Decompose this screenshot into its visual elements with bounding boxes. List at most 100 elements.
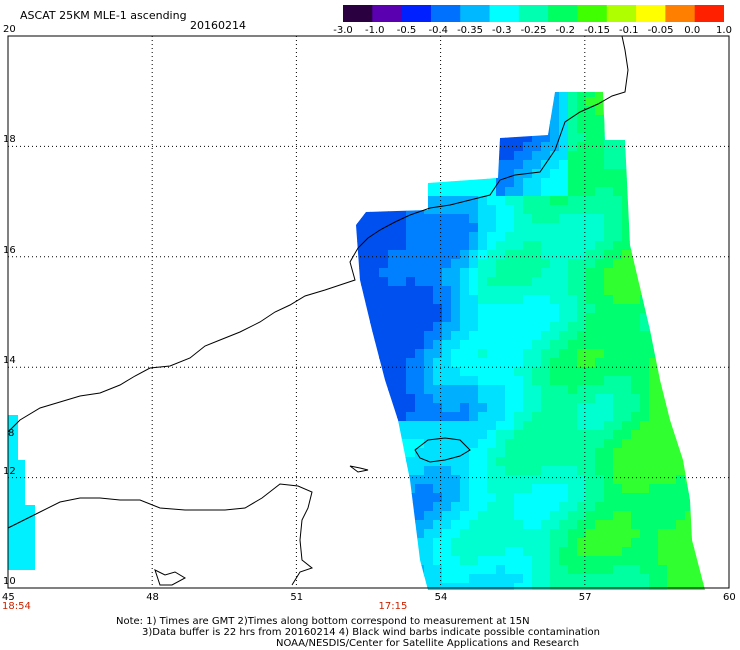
swath-cell: [550, 439, 560, 449]
swath-cell: [586, 259, 596, 269]
swath-cell: [667, 556, 677, 566]
swath-cell: [424, 124, 434, 134]
swath-cell: [604, 304, 614, 314]
swath-cell: [568, 394, 578, 404]
swath-cell: [667, 286, 677, 296]
swath-cell: [703, 583, 705, 590]
swath-cell: [622, 142, 632, 152]
swath-cell: [568, 511, 578, 521]
swath-cell: [451, 277, 461, 287]
swath-cell: [451, 115, 461, 125]
swath-cell: [514, 394, 524, 404]
swath-cell: [676, 92, 686, 98]
swath-cell: [388, 448, 398, 458]
swath-cell: [667, 340, 677, 350]
swath-cell: [361, 421, 371, 431]
swath-cell: [505, 475, 515, 485]
swath-cell: [478, 106, 488, 116]
swath-cell: [397, 277, 407, 287]
swath-cell: [595, 196, 605, 206]
swath-cell: [703, 259, 705, 269]
swath-cell: [496, 313, 506, 323]
swath-cell: [622, 412, 632, 422]
swath-cell: [595, 169, 605, 179]
swath-cell: [397, 430, 407, 440]
swath-cell: [703, 187, 705, 197]
swath-cell: [667, 394, 677, 404]
swath-cell: [460, 493, 470, 503]
swath-cell: [415, 295, 425, 305]
swath-cell: [622, 439, 632, 449]
swath-cell: [496, 583, 506, 590]
swath-cell: [478, 322, 488, 332]
swath-cell: [577, 160, 587, 170]
swath-cell: [433, 133, 443, 143]
swath-cell: [514, 385, 524, 395]
swath-cell: [442, 322, 452, 332]
swath-cell: [559, 169, 569, 179]
swath-cell: [361, 430, 371, 440]
swath-cell: [532, 376, 542, 386]
swath-cell: [685, 92, 695, 98]
swath-cell: [577, 241, 587, 251]
swath-cell: [586, 367, 596, 377]
overpass-time-label: 18:54: [2, 601, 31, 612]
swath-cell: [622, 133, 632, 143]
swath-cell: [559, 484, 569, 494]
swath-cell: [541, 142, 551, 152]
swath-cell: [559, 92, 569, 98]
swath-cell: [523, 160, 533, 170]
swath-cell: [541, 232, 551, 242]
swath-cell: [379, 277, 389, 287]
swath-cell: [676, 394, 686, 404]
swath-cell: [703, 232, 705, 242]
swath-cell: [640, 196, 650, 206]
swath-cell: [460, 286, 470, 296]
swath-cell: [559, 574, 569, 584]
swath-cell: [415, 574, 425, 584]
swath-cell: [685, 556, 695, 566]
swath-cell: [550, 169, 560, 179]
swath-cell: [586, 142, 596, 152]
swath-cell: [550, 115, 560, 125]
swath-cell: [613, 547, 623, 557]
swath-cell: [622, 322, 632, 332]
swath-cell: [397, 475, 407, 485]
swath-cell: [649, 439, 659, 449]
swath-cell: [694, 313, 704, 323]
swath-cell: [442, 547, 452, 557]
swath-cell: [694, 385, 704, 395]
swath-cell: [568, 133, 578, 143]
swath-cell: [397, 520, 407, 530]
swath-cell: [613, 97, 623, 107]
swath-cell: [658, 430, 668, 440]
swath-cell: [703, 313, 705, 323]
swath-cell: [397, 92, 407, 98]
swath-cell: [568, 502, 578, 512]
swath-cell: [523, 196, 533, 206]
lon-tick-label: 54: [434, 592, 448, 603]
swath-cell: [550, 187, 560, 197]
swath-cell: [532, 178, 542, 188]
swath-cell: [658, 160, 668, 170]
swath-cell: [622, 466, 632, 476]
swath-cell: [397, 241, 407, 251]
swath-cell: [685, 376, 695, 386]
swath-cell: [406, 493, 416, 503]
swath-cell: [478, 196, 488, 206]
swath-cell: [595, 556, 605, 566]
swath-cell: [460, 187, 470, 197]
swath-cell: [649, 223, 659, 233]
swath-cell: [640, 520, 650, 530]
swath-cell: [559, 556, 569, 566]
swath-cell: [523, 520, 533, 530]
swath-cell: [442, 277, 452, 287]
swath-cell: [658, 358, 668, 368]
swath-cell: [505, 493, 515, 503]
swath-cell: [685, 421, 695, 431]
swath-cell: [550, 511, 560, 521]
swath-cell: [676, 547, 686, 557]
swath-cell: [505, 529, 515, 539]
swath-cell: [514, 232, 524, 242]
swath-cell: [424, 133, 434, 143]
